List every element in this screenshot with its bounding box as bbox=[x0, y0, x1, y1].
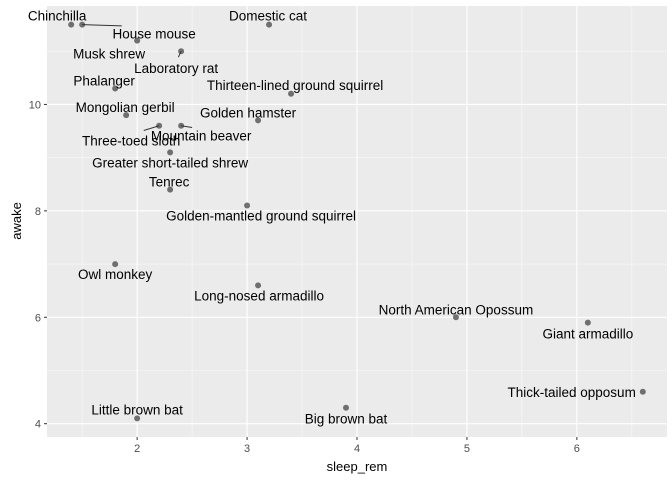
point-label: Chinchilla bbox=[28, 9, 87, 24]
label-leader-lines bbox=[82, 24, 193, 131]
point-label: Thick-tailed opposum bbox=[508, 385, 636, 400]
y-tick-label: 10 bbox=[29, 99, 41, 111]
point-label: Thirteen-lined ground squirrel bbox=[207, 78, 383, 93]
data-point bbox=[134, 37, 141, 44]
point-label: Tenrec bbox=[149, 175, 190, 190]
point-label: Mongolian gerbil bbox=[76, 100, 175, 115]
data-point bbox=[584, 319, 591, 326]
point-label: House mouse bbox=[113, 27, 196, 42]
point-label: Owl monkey bbox=[78, 267, 153, 282]
x-tick-label: 3 bbox=[244, 443, 250, 455]
point-labels: Chinchilla House mouse Musk shrew Domestic … bbox=[28, 9, 636, 427]
data-point bbox=[112, 261, 119, 268]
data-point bbox=[68, 21, 75, 28]
data-point bbox=[134, 415, 141, 422]
point-label: Three-toed sloth bbox=[82, 134, 180, 149]
x-tick-label: 6 bbox=[574, 443, 580, 455]
x-tick-label: 5 bbox=[464, 443, 470, 455]
point-label: Domestic cat bbox=[229, 9, 307, 24]
y-tick-label: 6 bbox=[35, 312, 41, 324]
label-leader-line bbox=[143, 125, 160, 131]
point-label: Little brown bat bbox=[91, 402, 183, 417]
x-axis: 2 3 4 5 6 bbox=[134, 437, 580, 455]
data-point bbox=[288, 90, 295, 97]
data-point bbox=[112, 85, 119, 92]
label-leader-line bbox=[82, 24, 122, 27]
data-point bbox=[167, 149, 174, 156]
y-tick-label: 8 bbox=[35, 206, 41, 218]
point-label: Golden-mantled ground squirrel bbox=[166, 209, 356, 224]
grid-lines bbox=[47, 6, 667, 437]
data-point bbox=[452, 314, 459, 321]
data-point bbox=[244, 202, 251, 209]
x-tick-label: 2 bbox=[134, 443, 140, 455]
x-axis-title: sleep_rem bbox=[327, 459, 388, 474]
point-label: Long-nosed armadillo bbox=[194, 288, 324, 303]
point-label: Giant armadillo bbox=[542, 327, 633, 342]
y-axis: 4 6 8 10 bbox=[29, 99, 47, 431]
point-label: Laboratory rat bbox=[134, 61, 218, 76]
point-label: Musk shrew bbox=[73, 47, 145, 62]
label-leader-line bbox=[181, 125, 193, 129]
y-axis-title: awake bbox=[9, 202, 24, 240]
point-label: Phalanger bbox=[73, 73, 135, 88]
data-point bbox=[266, 21, 273, 28]
data-point bbox=[255, 117, 262, 124]
data-point bbox=[639, 388, 646, 395]
point-label: Mountain beaver bbox=[151, 129, 252, 144]
y-tick-label: 4 bbox=[35, 419, 41, 431]
data-point bbox=[123, 112, 130, 119]
point-label: Greater short-tailed shrew bbox=[92, 155, 248, 170]
data-point bbox=[255, 282, 262, 289]
data-point bbox=[167, 186, 174, 193]
point-label: Golden hamster bbox=[200, 105, 297, 120]
point-label: Big brown bat bbox=[305, 412, 388, 427]
x-tick-label: 4 bbox=[354, 443, 360, 455]
data-point bbox=[343, 404, 350, 411]
point-label: North American Opossum bbox=[379, 302, 534, 317]
label-leader-line bbox=[177, 51, 182, 58]
